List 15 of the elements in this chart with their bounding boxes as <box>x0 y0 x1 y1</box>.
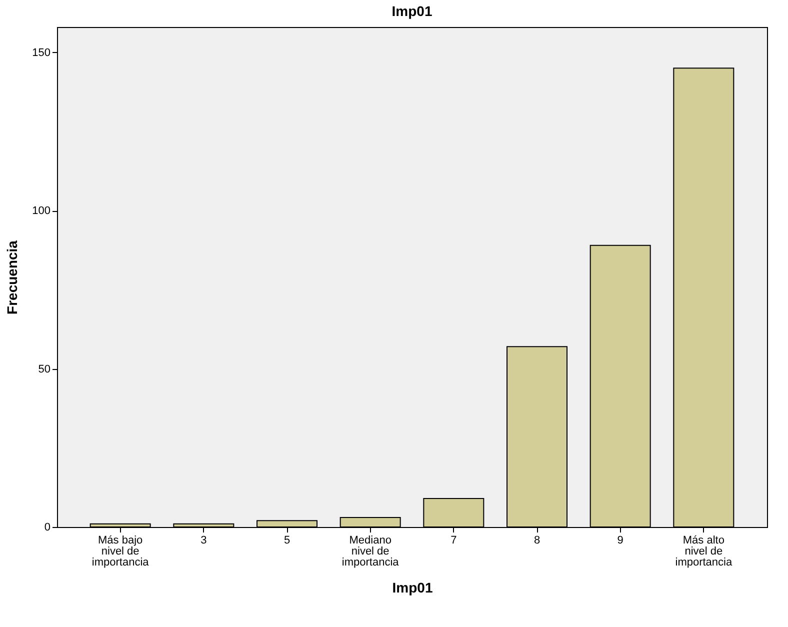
x-tick-label: 8 <box>534 534 540 546</box>
chart-title: Imp01 <box>392 3 432 19</box>
y-tick-label: 0 <box>44 522 50 534</box>
x-tick-label: 9 <box>617 534 624 546</box>
y-tick-label: 150 <box>32 46 50 59</box>
y-tick-label: 50 <box>38 363 50 376</box>
x-tick-label: Más bajo nivel de importancia <box>92 534 150 568</box>
x-tick-label: Mediano nivel de importancia <box>342 534 400 568</box>
x-axis-title: Imp01 <box>392 580 433 596</box>
x-tick-label: 7 <box>450 534 457 546</box>
x-tick-label: Más alto nivel de importancia <box>675 534 733 568</box>
y-tick-label: 100 <box>32 205 50 218</box>
x-tick-label: 5 <box>284 534 290 546</box>
x-tick-label: 3 <box>200 534 207 546</box>
y-axis-title: Frecuencia <box>4 240 20 314</box>
